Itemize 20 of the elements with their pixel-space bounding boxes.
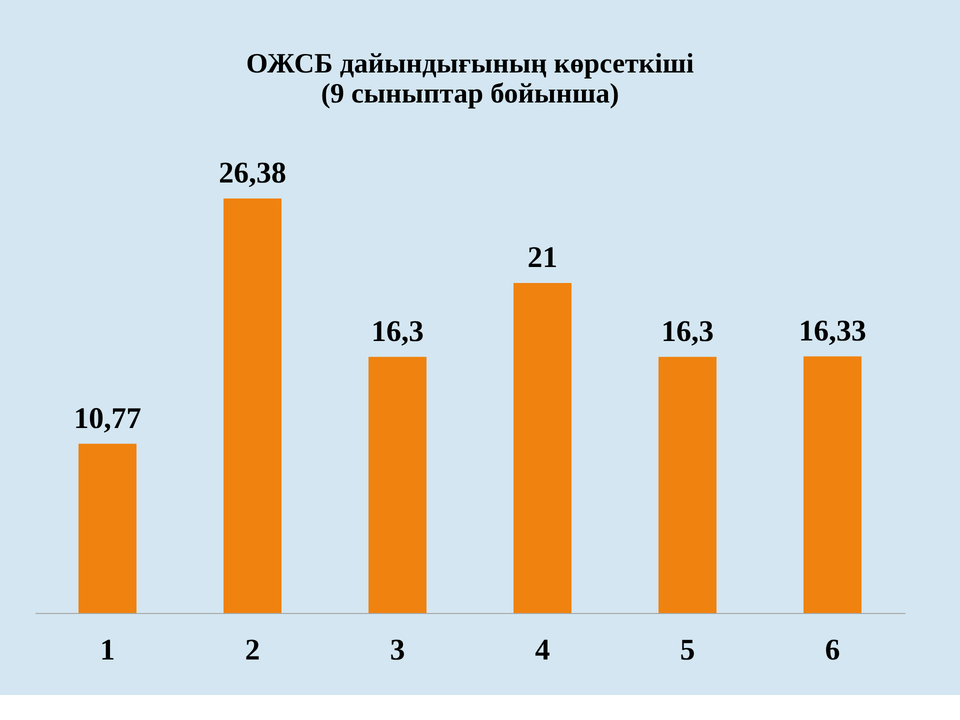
bar [804,356,862,613]
bar [514,283,572,613]
data-label: 16,3 [371,314,424,348]
x-tick-label: 3 [390,634,405,666]
x-tick-label: 1 [100,634,115,666]
bar [658,356,716,613]
data-label: 16,3 [661,314,714,348]
bar [224,198,282,613]
data-label: 21 [528,241,558,274]
bar [78,444,136,613]
data-label: 10,77 [74,402,142,435]
text: ОЖСБ дайындығының көрсеткіші [246,48,694,80]
text: (9 сыныптар бойынша) [320,78,620,110]
data-label: 26,38 [218,156,286,190]
x-tick-label: 2 [245,634,260,666]
data-label: 16,33 [798,314,866,348]
x-tick-label: 5 [680,634,695,666]
bar [368,356,426,613]
x-tick-label: 4 [535,634,550,666]
x-tick-label: 6 [825,634,840,666]
